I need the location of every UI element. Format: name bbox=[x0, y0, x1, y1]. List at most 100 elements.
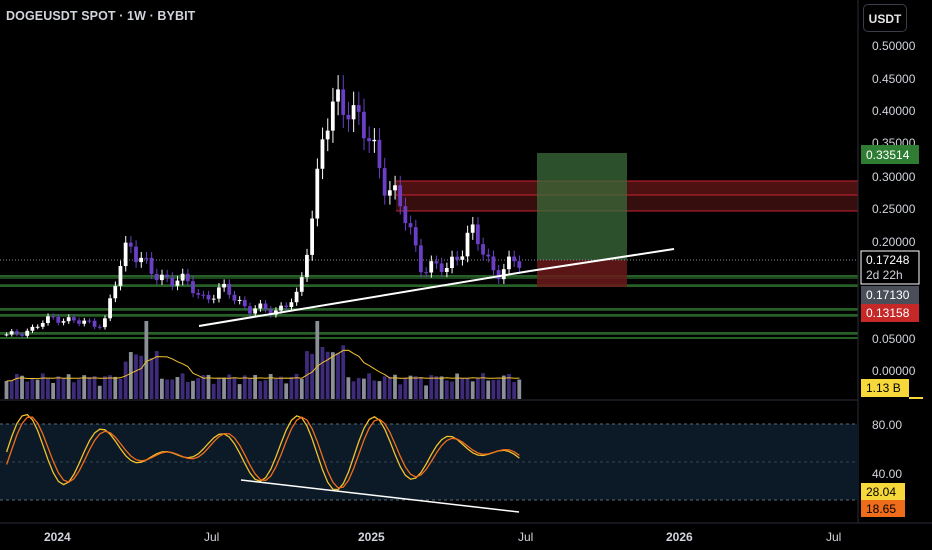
oscillator-axis[interactable]: 80.00 40.00 28.04 18.65 bbox=[861, 418, 905, 517]
candle-body bbox=[51, 316, 55, 318]
stop-badge-text: 0.13158 bbox=[866, 306, 910, 320]
volume-bar bbox=[51, 382, 55, 399]
candle-body bbox=[336, 89, 340, 102]
candle-body bbox=[242, 299, 247, 307]
candle-body bbox=[387, 190, 392, 196]
candle-body bbox=[185, 273, 190, 282]
time-tick: 2024 bbox=[44, 530, 71, 544]
stoch-d-badge bbox=[861, 500, 905, 517]
candle-body bbox=[103, 318, 107, 328]
currency-button[interactable]: USDT bbox=[863, 4, 907, 32]
volume-bar bbox=[367, 373, 371, 399]
price-badges: 0.33514 0.17248 2d 22h 0.17130 0.13158 1… bbox=[860, 145, 923, 399]
candle-body bbox=[465, 232, 470, 257]
price-tick: 0.20000 bbox=[872, 235, 916, 249]
volume-bar bbox=[393, 374, 397, 399]
volume-bar bbox=[118, 378, 123, 399]
candle-body bbox=[320, 139, 325, 169]
candles bbox=[4, 75, 522, 338]
candle-body bbox=[413, 227, 418, 246]
candle-body bbox=[419, 245, 423, 273]
candle-body bbox=[512, 256, 517, 262]
price-tick: 0.40000 bbox=[872, 104, 916, 118]
volume-bar bbox=[419, 377, 423, 399]
candle-body bbox=[393, 185, 397, 191]
candle-body bbox=[403, 206, 408, 224]
stoch-divergence-line[interactable] bbox=[240, 479, 520, 513]
candle-body bbox=[429, 261, 434, 273]
volume-bar bbox=[455, 373, 460, 399]
volume-bar bbox=[113, 376, 118, 399]
candle-body bbox=[496, 270, 501, 280]
volume-bar bbox=[25, 381, 30, 399]
volume-bar bbox=[512, 382, 517, 399]
last-price-badge bbox=[860, 250, 920, 285]
candle-body bbox=[491, 256, 496, 271]
volume-bar bbox=[429, 375, 434, 399]
price-axis[interactable]: 0.50000 0.45000 0.40000 0.35000 0.30000 … bbox=[872, 39, 916, 378]
candle-body bbox=[439, 263, 444, 272]
volume-bar bbox=[46, 378, 50, 399]
candle-body bbox=[434, 261, 439, 264]
stop-badge bbox=[861, 304, 919, 322]
candle-body bbox=[211, 298, 216, 300]
trendline-support-extension[interactable] bbox=[529, 248, 675, 272]
volume-bar bbox=[108, 375, 112, 399]
support-zone-1 bbox=[0, 275, 858, 279]
volume-bar bbox=[248, 378, 252, 399]
volume-bar bbox=[185, 381, 190, 399]
candle-body bbox=[408, 223, 413, 228]
candle-body bbox=[372, 139, 377, 142]
candle-body bbox=[35, 326, 40, 328]
candle-body bbox=[196, 293, 201, 295]
volume-bar bbox=[258, 381, 263, 399]
volume-bar bbox=[507, 374, 511, 399]
volume-bar bbox=[144, 321, 149, 399]
candle-body bbox=[160, 274, 164, 281]
volume-badge-text: 1.13 B bbox=[866, 381, 901, 395]
volume-bar bbox=[299, 378, 304, 399]
candle-body bbox=[227, 283, 232, 295]
candle-body bbox=[134, 246, 138, 263]
volume-bar bbox=[403, 377, 408, 399]
volume-bar bbox=[211, 383, 216, 399]
candle-body bbox=[82, 320, 87, 324]
candle-body bbox=[351, 105, 356, 120]
volume-bar bbox=[30, 378, 35, 399]
volume-bar bbox=[191, 380, 195, 399]
candle-body bbox=[253, 308, 258, 314]
candle-body bbox=[258, 303, 263, 309]
volume-bar bbox=[450, 381, 454, 399]
volume-bar bbox=[71, 382, 76, 399]
candle-body bbox=[237, 299, 242, 301]
volume-bar bbox=[268, 374, 273, 399]
volume-bar bbox=[372, 380, 377, 399]
volume-bar bbox=[273, 378, 278, 399]
stoch-d-line bbox=[5, 416, 520, 489]
volume-bar bbox=[439, 376, 444, 399]
candle-body bbox=[113, 285, 118, 299]
symbol-title: DOGEUSDT SPOT · 1W · BYBIT bbox=[6, 9, 196, 23]
long-position-tool[interactable] bbox=[537, 153, 627, 287]
volume-bar bbox=[160, 378, 164, 399]
price-tick: 0.45000 bbox=[872, 72, 916, 86]
volume-bar bbox=[154, 351, 159, 399]
trendline-support[interactable] bbox=[198, 270, 531, 327]
stop-loss-zone bbox=[537, 260, 627, 287]
candle-body bbox=[30, 326, 35, 331]
volume-bar bbox=[387, 376, 392, 399]
candle-body bbox=[222, 283, 226, 288]
candle-body bbox=[97, 326, 102, 328]
candle-body bbox=[310, 218, 314, 255]
volume-bar bbox=[496, 379, 501, 399]
candle-body bbox=[46, 316, 50, 324]
candle-body bbox=[460, 256, 465, 260]
volume-bar bbox=[180, 373, 185, 399]
volume-bar bbox=[97, 385, 102, 399]
candle-body bbox=[279, 305, 283, 311]
volume-bar bbox=[517, 379, 522, 399]
candle-body bbox=[356, 105, 361, 112]
volume-bar bbox=[289, 376, 294, 399]
time-axis[interactable]: 2024 Jul 2025 Jul 2026 Jul bbox=[44, 530, 841, 544]
